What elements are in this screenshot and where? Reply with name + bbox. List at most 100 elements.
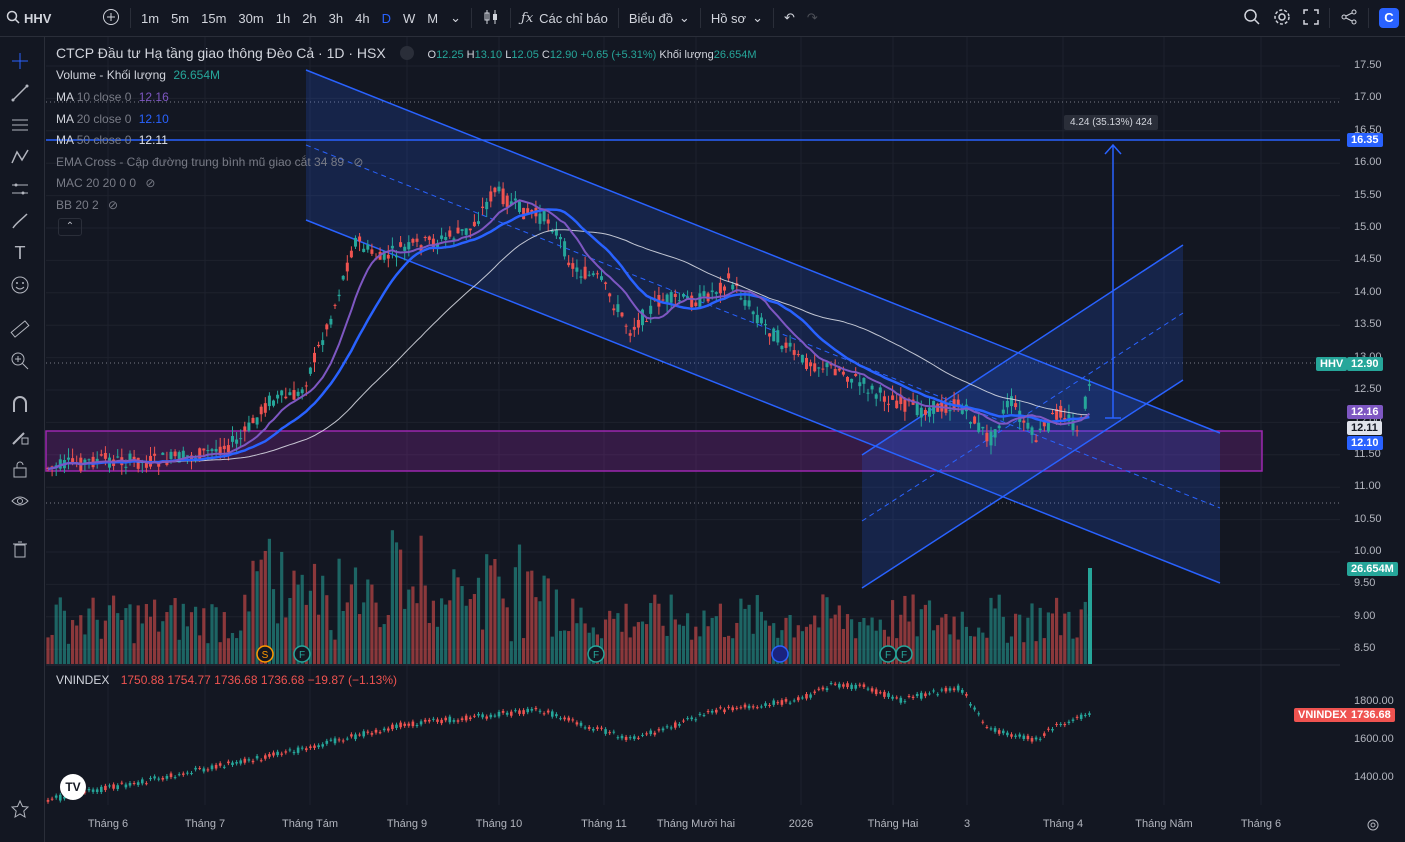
hidden-eye-icon[interactable]: ⊘ — [145, 176, 156, 190]
redo-button[interactable]: ↷ — [801, 0, 824, 36]
candle-body — [505, 195, 509, 207]
volume-bar — [997, 594, 1001, 664]
collapse-dot-icon[interactable] — [399, 46, 414, 60]
candle-body — [513, 198, 517, 201]
horizontal-lines-icon[interactable] — [8, 113, 32, 137]
timeframe-M[interactable]: M — [427, 10, 439, 26]
crosshair-icon[interactable] — [8, 49, 32, 73]
candle-body — [239, 438, 243, 440]
volume-bar — [841, 628, 845, 664]
axis-settings-button[interactable] — [1366, 818, 1380, 835]
volume-bar — [989, 597, 993, 664]
index-candle-body — [153, 776, 156, 779]
volume-legend[interactable]: Volume - Khối lượng 26.654M — [56, 68, 220, 82]
timeframe-1h[interactable]: 1h — [275, 10, 291, 26]
timeframe-W[interactable]: W — [402, 10, 416, 26]
profile-menu[interactable]: Hồ sơ ⌄ — [705, 0, 769, 36]
timeframe-4h[interactable]: 4h — [355, 10, 370, 26]
symbol-search[interactable]: HHV — [0, 0, 96, 36]
candle-body — [866, 392, 870, 394]
compare-button[interactable] — [96, 0, 126, 36]
timeframe-15m[interactable]: 15m — [201, 10, 227, 26]
index-candle-body — [112, 784, 115, 789]
indicators-button[interactable]: ƒx Các chỉ báo — [515, 0, 614, 36]
timeframe-3h[interactable]: 3h — [328, 10, 344, 26]
volume-bar — [653, 594, 657, 664]
volume-bar — [202, 608, 206, 664]
volume-bar — [321, 575, 325, 664]
volume-bar — [1046, 612, 1050, 664]
candle-body — [444, 237, 448, 240]
volume-bar — [157, 631, 161, 664]
share-button[interactable] — [1334, 0, 1364, 36]
candle-body — [411, 238, 415, 243]
fullscreen-button[interactable] — [1297, 0, 1325, 36]
time-axis[interactable]: Tháng 6 Tháng 7 Tháng Tám Tháng 9 Tháng 10 Th… — [45, 808, 1340, 842]
volume-bar — [1018, 614, 1022, 664]
trend-line-icon[interactable] — [8, 81, 32, 105]
settings-button[interactable] — [1267, 0, 1297, 36]
star-icon[interactable] — [8, 797, 32, 821]
candle-body — [739, 298, 743, 300]
bb-legend[interactable]: BB 20 2 ⊘ — [56, 198, 118, 212]
volume-bar — [686, 613, 690, 664]
candles-type-button[interactable] — [476, 0, 506, 36]
timeframe-dropdown[interactable]: ⌄ — [444, 0, 467, 36]
index-candle-body — [247, 759, 251, 761]
volume-bar — [448, 600, 452, 664]
index-candle-body — [378, 732, 382, 734]
text-tool-icon[interactable]: T — [14, 242, 26, 263]
timeframe-D[interactable]: D — [381, 10, 391, 26]
trash-icon[interactable] — [8, 537, 32, 561]
lock-icon[interactable] — [8, 457, 32, 481]
volume-bar — [374, 602, 378, 664]
index-legend[interactable]: VNINDEX 1750.88 1754.77 1736.68 1736.68 … — [56, 673, 397, 687]
index-candle-body — [288, 749, 292, 751]
ma20-legend[interactable]: MA 20 close 0 12.10 — [56, 112, 169, 126]
candle-body — [813, 363, 817, 372]
ema-cross-legend[interactable]: EMA Cross - Cập đường trung bình mũ giao… — [56, 155, 363, 169]
timeframe-2h[interactable]: 2h — [302, 10, 317, 26]
candle-body — [518, 201, 521, 213]
candle-body — [751, 311, 755, 315]
volume-bar — [862, 617, 866, 664]
quick-search-button[interactable] — [1237, 0, 1267, 36]
eye-icon[interactable] — [8, 489, 32, 513]
magnet-icon[interactable] — [8, 393, 32, 417]
index-candle-body — [915, 693, 919, 697]
lock-drawing-icon[interactable] — [8, 425, 32, 449]
emoji-icon[interactable] — [8, 273, 32, 297]
app-logo[interactable]: C — [1373, 0, 1405, 36]
timeframe-30m[interactable]: 30m — [238, 10, 264, 26]
ma50-legend[interactable]: MA 50 close 0 12.11 — [56, 133, 168, 147]
ma10-legend[interactable]: MA 10 close 0 12.16 — [56, 90, 169, 104]
volume-bar — [288, 597, 292, 664]
mac-legend[interactable]: MAC 20 20 0 0 ⊘ — [56, 176, 155, 190]
ruler-icon[interactable] — [8, 317, 32, 341]
brush-icon[interactable] — [8, 209, 32, 233]
zoom-in-icon[interactable] — [8, 349, 32, 373]
volume-bar — [1055, 597, 1059, 664]
candle-body — [284, 396, 288, 399]
volume-bar — [706, 626, 710, 664]
forecast-icon[interactable] — [8, 177, 32, 201]
hidden-eye-icon[interactable]: ⊘ — [353, 155, 364, 169]
collapse-legend-button[interactable]: ⌃ — [58, 218, 82, 236]
volume-bar — [99, 638, 103, 664]
index-candle-body — [329, 739, 333, 741]
candle-body — [497, 186, 501, 192]
candle-body — [390, 245, 394, 249]
pattern-icon[interactable] — [8, 145, 32, 169]
volume-bar — [58, 597, 62, 664]
tradingview-logo[interactable]: TV — [60, 774, 86, 800]
index-candle-body — [1075, 716, 1079, 718]
timeframe-1m[interactable]: 1m — [141, 10, 160, 26]
index-candle-body — [59, 794, 62, 801]
volume-bar — [632, 626, 636, 664]
price-level-label: 14.00 — [1354, 285, 1382, 298]
timeframe-5m[interactable]: 5m — [171, 10, 190, 26]
chart-type-menu[interactable]: Biểu đồ ⌄ — [623, 0, 696, 36]
hidden-eye-icon[interactable]: ⊘ — [108, 198, 119, 212]
undo-button[interactable]: ↶ — [778, 0, 801, 36]
